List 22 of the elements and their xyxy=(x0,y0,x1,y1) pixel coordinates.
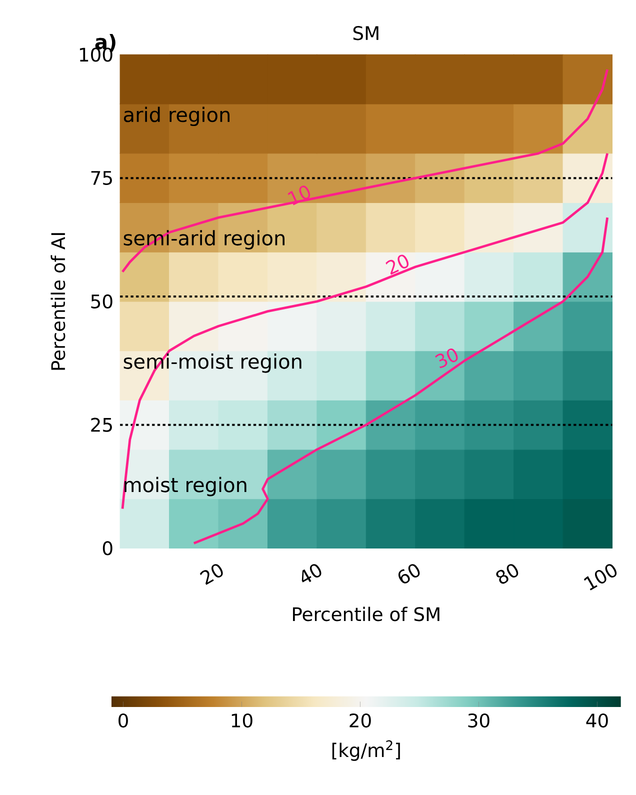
color-bar-label: 20 xyxy=(350,713,371,728)
annotation: 20 xyxy=(386,254,408,275)
color-bar-label: 40 xyxy=(586,713,608,728)
y-tick-label: 50 xyxy=(91,294,112,309)
color-bar-label: 0 xyxy=(118,713,128,728)
x-tick-label: 100 xyxy=(584,564,616,590)
x-tick-label: 40 xyxy=(302,564,322,582)
y-tick-label: 25 xyxy=(91,418,112,432)
y-axis-title: Percentile of AI xyxy=(50,233,66,370)
line-series xyxy=(121,152,608,510)
color-bar-label: 10 xyxy=(232,713,252,728)
chart-title: SM xyxy=(353,26,378,40)
y-tick-label: 0 xyxy=(102,541,112,556)
color-bar-title: [kg/m$^{2}$] xyxy=(332,740,400,761)
annotation: 30 xyxy=(434,348,458,368)
x-axis-title: Percentile of SM xyxy=(292,606,440,622)
annotation: arid region xyxy=(124,106,230,126)
x-tick-label: 60 xyxy=(398,564,420,584)
x-tick-label: 20 xyxy=(200,564,223,585)
x-tick-label: 80 xyxy=(496,564,518,584)
color-bar-label: 30 xyxy=(468,713,490,728)
y-tick-label: 75 xyxy=(91,171,112,186)
